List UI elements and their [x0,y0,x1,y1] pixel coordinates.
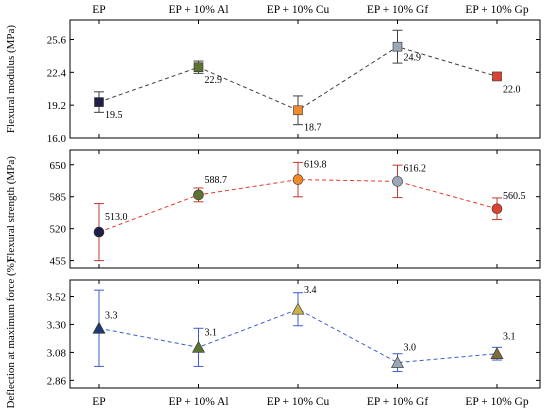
data-label: 3.0 [404,343,417,354]
top-category-label: EP [92,4,105,16]
data-point [193,62,204,73]
data-point [392,41,403,52]
top-category-labels: EP EP + 10% Al EP + 10% Cu EP + 10% Gf EP + … [92,4,529,16]
data-label: 24.9 [404,53,422,64]
chart-panels: 16.0 19.2 22.4 25.6 Flexural modulus (MPa) 19… [5,19,541,409]
data-label: 22.9 [205,75,223,86]
y-axis-label: Flexural modulus (MPa) [5,25,17,133]
y-axis-label: Deflection at maximum force (%) [5,259,17,408]
data-label: 588.7 [205,175,228,186]
bottom-category-label: EP + 10% Al [168,396,228,408]
top-category-label: EP + 10% Gf [367,4,428,16]
data-point [392,176,403,187]
bottom-category-label: EP [92,396,105,408]
y-tick-label: 2.86 [47,375,67,387]
data-point [292,174,304,185]
data-point [92,321,106,334]
data-label: 18.7 [304,122,322,133]
data-label: 513.0 [105,212,128,223]
data-label: 19.5 [105,110,123,121]
data-point [191,340,206,353]
y-tick-label: 585 [50,192,67,204]
data-label: 3.3 [105,310,118,321]
top-category-label: EP + 10% Al [168,4,228,16]
y-tick-label: 650 [50,160,67,172]
y-tick-label: 16.0 [47,133,67,145]
y-tick-label: 3.30 [47,319,67,331]
y-tick-label: 19.2 [47,100,66,112]
data-point [94,97,104,107]
data-label: 22.0 [503,84,521,95]
plot-frame [69,19,541,139]
data-point [491,203,503,215]
bottom-category-label: EP + 10% Gp [465,396,528,408]
panel-1: 16.0 19.2 22.4 25.6 Flexural modulus (MPa) 19… [5,19,541,145]
data-label: 616.2 [404,163,427,174]
y-tick-label: 520 [50,224,67,236]
data-point [490,347,504,359]
data-point [293,105,303,116]
data-point [291,302,305,315]
panel-2: 455 520 585 650 Flexural strength (MPa) 513.0… [5,149,541,269]
y-tick-label: 455 [50,256,67,268]
panel-3: 2.86 3.08 3.30 3.52 Deflection at maximum fo… [5,259,541,409]
top-category-label: EP + 10% Gp [465,4,528,16]
plot-frame [69,149,541,269]
y-tick-label: 3.08 [47,347,67,359]
y-tick-label: 3.52 [47,292,66,304]
data-label: 3.1 [503,332,516,343]
data-label: 560.5 [503,191,526,202]
data-label: 3.4 [304,285,317,296]
data-label: 3.1 [205,327,218,338]
data-point [492,71,502,82]
y-axis-label: Flexural strength (MPa) [5,156,17,262]
data-label: 619.8 [304,160,327,171]
y-tick-label: 25.6 [47,34,67,46]
data-point [390,355,405,368]
data-point [93,226,105,238]
bottom-category-label: EP + 10% Gf [367,396,428,408]
plot-frame [69,279,541,389]
bottom-category-labels: EP EP + 10% Al EP + 10% Cu EP + 10% Gf EP + … [92,396,529,408]
y-tick-label: 22.4 [47,67,67,79]
top-category-label: EP + 10% Cu [267,4,330,16]
data-point [193,189,204,201]
bottom-category-label: EP + 10% Cu [267,396,330,408]
